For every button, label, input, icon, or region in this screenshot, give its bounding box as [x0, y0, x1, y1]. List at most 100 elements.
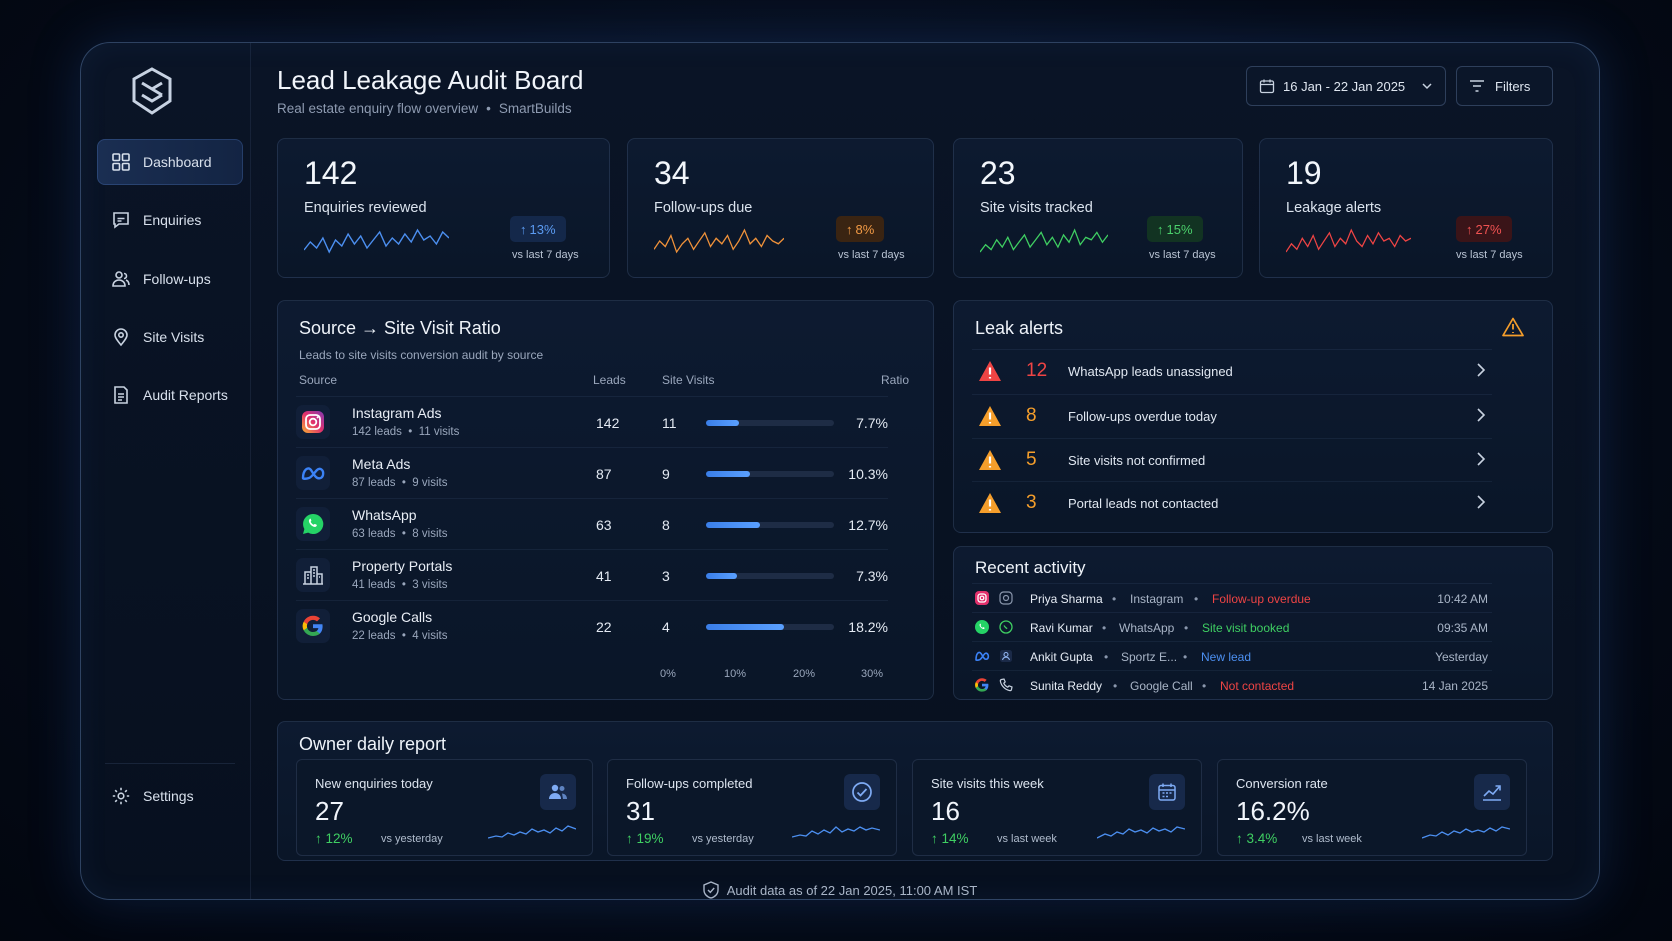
- date-range-picker[interactable]: 16 Jan - 22 Jan 2025: [1246, 66, 1446, 106]
- kpi-comparison: vs last 7 days: [1456, 249, 1523, 261]
- sidebar-item-label: Dashboard: [143, 154, 212, 170]
- report-delta: ↑ 14%: [931, 831, 969, 846]
- source-name: Google Calls: [352, 609, 433, 625]
- leads-value: 87: [596, 466, 612, 482]
- report-comparison: vs last week: [1302, 833, 1362, 845]
- trend-icon: [1474, 774, 1510, 810]
- source-meta: 63 leads • 8 visits: [352, 528, 448, 540]
- activity-status: Follow-up overdue: [1212, 592, 1311, 606]
- report-label: Conversion rate: [1236, 776, 1328, 791]
- subtitle-text: Real estate enquiry flow overview: [277, 101, 479, 116]
- filters-label: Filters: [1495, 78, 1531, 94]
- sidebar-item-follow-ups[interactable]: Follow-ups: [97, 256, 243, 302]
- kpi-comparison: vs last 7 days: [1149, 249, 1216, 261]
- leads-value: 63: [596, 517, 612, 533]
- kpi-card-site-visits: 23 Site visits tracked ↑ 15% vs last 7 da…: [953, 138, 1243, 278]
- column-header-source: Source: [299, 373, 338, 387]
- report-label: New enquiries today: [315, 776, 433, 791]
- kpi-sparkline: [980, 228, 1108, 253]
- activity-status: Site visit booked: [1202, 621, 1290, 635]
- visits-value: 8: [662, 517, 670, 533]
- alert-item[interactable]: 5 Site visits not confirmed: [972, 438, 1492, 481]
- instagram-icon: [296, 405, 330, 439]
- shield-check-icon: [703, 881, 719, 899]
- sidebar-item-label: Site Visits: [143, 329, 205, 345]
- audit-footer: Audit data as of 22 Jan 2025, 11:00 AM I…: [81, 881, 1599, 899]
- panel-title: Owner daily report: [299, 734, 447, 754]
- report-card-follow-ups-completed: Follow-ups completed 31 ↑ 19% vs yesterd…: [607, 759, 897, 856]
- sidebar-item-settings[interactable]: Settings: [97, 773, 243, 819]
- alert-item[interactable]: 8 Follow-ups overdue today: [972, 394, 1492, 437]
- table-row[interactable]: Instagram Ads 142 leads • 11 visits 142 …: [296, 396, 888, 447]
- ratio-value: 18.2%: [848, 619, 888, 635]
- alert-item[interactable]: 12 WhatsApp leads unassigned: [972, 349, 1492, 392]
- filters-button[interactable]: Filters: [1456, 66, 1553, 106]
- report-delta: ↑ 12%: [315, 831, 353, 846]
- separator-dot: •: [1104, 650, 1109, 664]
- kpi-comparison: vs last 7 days: [512, 249, 579, 261]
- critical-alert-icon: [979, 361, 1001, 381]
- report-icon: [114, 386, 128, 404]
- kpi-label: Leakage alerts: [1286, 200, 1382, 216]
- user-badge-icon: [1000, 650, 1012, 662]
- kpi-card-follow-ups: 34 Follow-ups due ↑ 8% vs last 7 days: [627, 138, 934, 278]
- sparkline-path: [654, 228, 784, 254]
- activity-row[interactable]: Ankit Gupta • Sportz E... • New lead Yes…: [972, 641, 1492, 670]
- whatsapp-outline-icon: [999, 620, 1013, 634]
- activity-row[interactable]: Sunita Reddy • Google Call • Not contact…: [972, 670, 1492, 699]
- ratio-bar-fill: [706, 573, 738, 579]
- alert-count: 5: [1026, 449, 1037, 470]
- sidebar-item-enquiries[interactable]: Enquiries: [97, 197, 243, 243]
- activity-row[interactable]: Priya Sharma • Instagram • Follow-up ove…: [972, 583, 1492, 612]
- activity-source: Sportz E...: [1121, 650, 1178, 664]
- separator-dot: •: [1202, 679, 1207, 693]
- whatsapp-icon: [975, 620, 989, 634]
- ratio-value: 7.7%: [856, 415, 888, 431]
- kpi-delta: 15%: [1166, 221, 1193, 237]
- date-range-label: 16 Jan - 22 Jan 2025: [1283, 78, 1406, 94]
- whatsapp-icon: [296, 507, 330, 541]
- chevron-right-icon: [1477, 363, 1486, 377]
- table-row[interactable]: WhatsApp 63 leads • 8 visits 63 8 12.7%: [296, 498, 888, 549]
- table-row[interactable]: Property Portals 41 leads • 3 visits 41 …: [296, 549, 888, 600]
- report-sparkline: [1097, 826, 1185, 839]
- activity-row[interactable]: Ravi Kumar • WhatsApp • Site visit booke…: [972, 612, 1492, 641]
- activity-time: 14 Jan 2025: [1421, 679, 1488, 693]
- activity-source: WhatsApp: [1119, 621, 1175, 635]
- ratio-bar-fill: [706, 420, 739, 426]
- sidebar-item-dashboard[interactable]: Dashboard: [97, 139, 243, 185]
- activity-name: Ankit Gupta: [1030, 650, 1093, 664]
- kpi-delta-badge: ↑ 15%: [1147, 216, 1203, 242]
- chevron-right-icon: [1477, 495, 1486, 509]
- column-header-ratio: Ratio: [880, 373, 909, 387]
- owner-daily-report: Owner daily report New enquiries today 2…: [277, 721, 1553, 861]
- sidebar-item-label: Enquiries: [143, 212, 202, 228]
- kpi-delta-badge: ↑ 27%: [1456, 216, 1512, 242]
- table-row[interactable]: Meta Ads 87 leads • 9 visits 87 9 10.3%: [296, 447, 888, 498]
- alert-item[interactable]: 3 Portal leads not contacted: [972, 481, 1492, 524]
- report-comparison: vs last week: [997, 833, 1057, 845]
- subtitle-separator: •: [486, 101, 491, 116]
- kpi-sparkline: [304, 228, 449, 254]
- arrow-up-icon: ↑: [520, 221, 527, 237]
- kpi-delta: 13%: [529, 221, 556, 237]
- axis-tick: 30%: [861, 668, 884, 680]
- kpi-delta-badge: ↑ 8%: [836, 216, 885, 242]
- panel-subtitle: Leads to site visits conversion audit by…: [299, 348, 544, 362]
- sidebar-item-site-visits[interactable]: Site Visits: [97, 314, 243, 360]
- separator-dot: •: [1183, 650, 1188, 664]
- report-comparison: vs yesterday: [692, 833, 754, 845]
- meta-icon: [975, 651, 990, 661]
- table-row[interactable]: Google Calls 22 leads • 4 visits 22 4 18…: [296, 600, 888, 651]
- activity-name: Ravi Kumar: [1030, 621, 1093, 635]
- visits-value: 3: [662, 568, 670, 584]
- kpi-value: 23: [980, 155, 1016, 191]
- axis-tick: 20%: [793, 668, 816, 680]
- warning-alert-icon: [979, 450, 1001, 470]
- axis-tick: 0%: [660, 668, 676, 680]
- sidebar-item-audit-reports[interactable]: Audit Reports: [97, 372, 243, 418]
- report-label: Site visits this week: [931, 776, 1044, 791]
- activity-status: Not contacted: [1220, 679, 1295, 693]
- report-sparkline: [488, 825, 576, 839]
- kpi-card-enquiries: 142 Enquiries reviewed ↑ 13% vs last 7 da…: [277, 138, 610, 278]
